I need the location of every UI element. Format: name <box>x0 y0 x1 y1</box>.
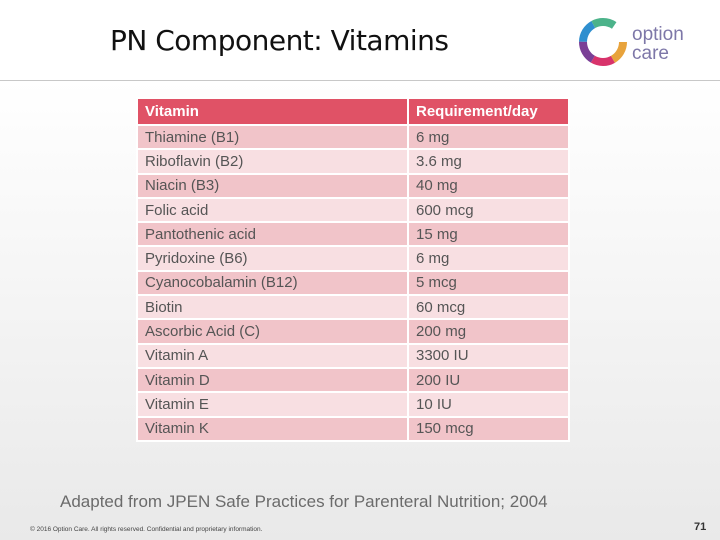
logo-text: option <box>632 24 684 45</box>
table-cell: 3300 IU <box>407 342 570 369</box>
table-row: Cyanocobalamin (B12) 5 mcg <box>136 269 570 297</box>
logo-arc <box>579 18 627 66</box>
table-cell: Vitamin A <box>136 342 409 369</box>
table-row: Biotin 60 mcg <box>136 294 570 321</box>
table-cell: 600 mcg <box>407 196 570 224</box>
copyright: © 2016 Option Care. All rights reserved.… <box>30 526 263 533</box>
logo-arc <box>579 18 627 66</box>
table-cell: Vitamin E <box>136 391 409 418</box>
table-cell: 15 mg <box>407 221 570 248</box>
table-cell: Niacin (B3) <box>136 172 409 199</box>
table-cell: Vitamin K <box>136 415 409 442</box>
column-header: Requirement/day <box>407 97 570 126</box>
table-cell: Pantothenic acid <box>136 221 409 248</box>
table-cell: Vitamin D <box>136 366 409 394</box>
table-row: Vitamin K 150 mcg <box>136 415 570 442</box>
logo-arc <box>579 18 627 66</box>
table-cell: 5 mcg <box>407 269 570 297</box>
table-cell: 3.6 mg <box>407 148 570 175</box>
table-cell: Ascorbic Acid (C) <box>136 318 409 345</box>
table-cell: Cyanocobalamin (B12) <box>136 269 409 297</box>
table-cell: Biotin <box>136 294 409 321</box>
table-body: Thiamine (B1) 6 mg Riboflavin (B2) 3.6 mg Ni… <box>136 123 570 442</box>
table-row: Vitamin E 10 IU <box>136 391 570 418</box>
header-row: Vitamin Requirement/day <box>136 97 570 126</box>
table-row: Folic acid 600 mcg <box>136 196 570 224</box>
table-cell: 6 mg <box>407 245 570 272</box>
table-cell: Thiamine (B1) <box>136 123 409 151</box>
table-cell: 6 mg <box>407 123 570 151</box>
table-cell: Pyridoxine (B6) <box>136 245 409 272</box>
table-cell: 150 mcg <box>407 415 570 442</box>
logo-mark <box>579 18 627 66</box>
table-row: Thiamine (B1) 6 mg <box>136 123 570 151</box>
table-row: Vitamin D 200 IU <box>136 366 570 394</box>
table-row: Niacin (B3) 40 mg <box>136 172 570 199</box>
table-cell: Riboflavin (B2) <box>136 148 409 175</box>
table-cell: 60 mcg <box>407 294 570 321</box>
table-row: Pyridoxine (B6) 6 mg <box>136 245 570 272</box>
table-row: Ascorbic Acid (C) 200 mg <box>136 318 570 345</box>
logo-text: care <box>632 43 669 64</box>
logo-arc <box>579 18 627 66</box>
table-cell: 200 mg <box>407 318 570 345</box>
table-cell: Folic acid <box>136 196 409 224</box>
table-cell: 40 mg <box>407 172 570 199</box>
table-row: Pantothenic acid 15 mg <box>136 221 570 248</box>
column-header: Vitamin <box>136 97 409 126</box>
table-row: Riboflavin (B2) 3.6 mg <box>136 148 570 175</box>
table-cell: 200 IU <box>407 366 570 394</box>
vitamin-table: Vitamin Requirement/day Thiamine (B1) 6 mg… <box>136 97 570 442</box>
page-number: 71 <box>694 521 707 533</box>
table-cell: 10 IU <box>407 391 570 418</box>
logo-center <box>595 34 611 50</box>
source-note: Adapted from JPEN Safe Practices for Par… <box>60 492 548 511</box>
table-row: Vitamin A 3300 IU <box>136 342 570 369</box>
slide-title: PN Component: Vitamins <box>110 24 449 57</box>
